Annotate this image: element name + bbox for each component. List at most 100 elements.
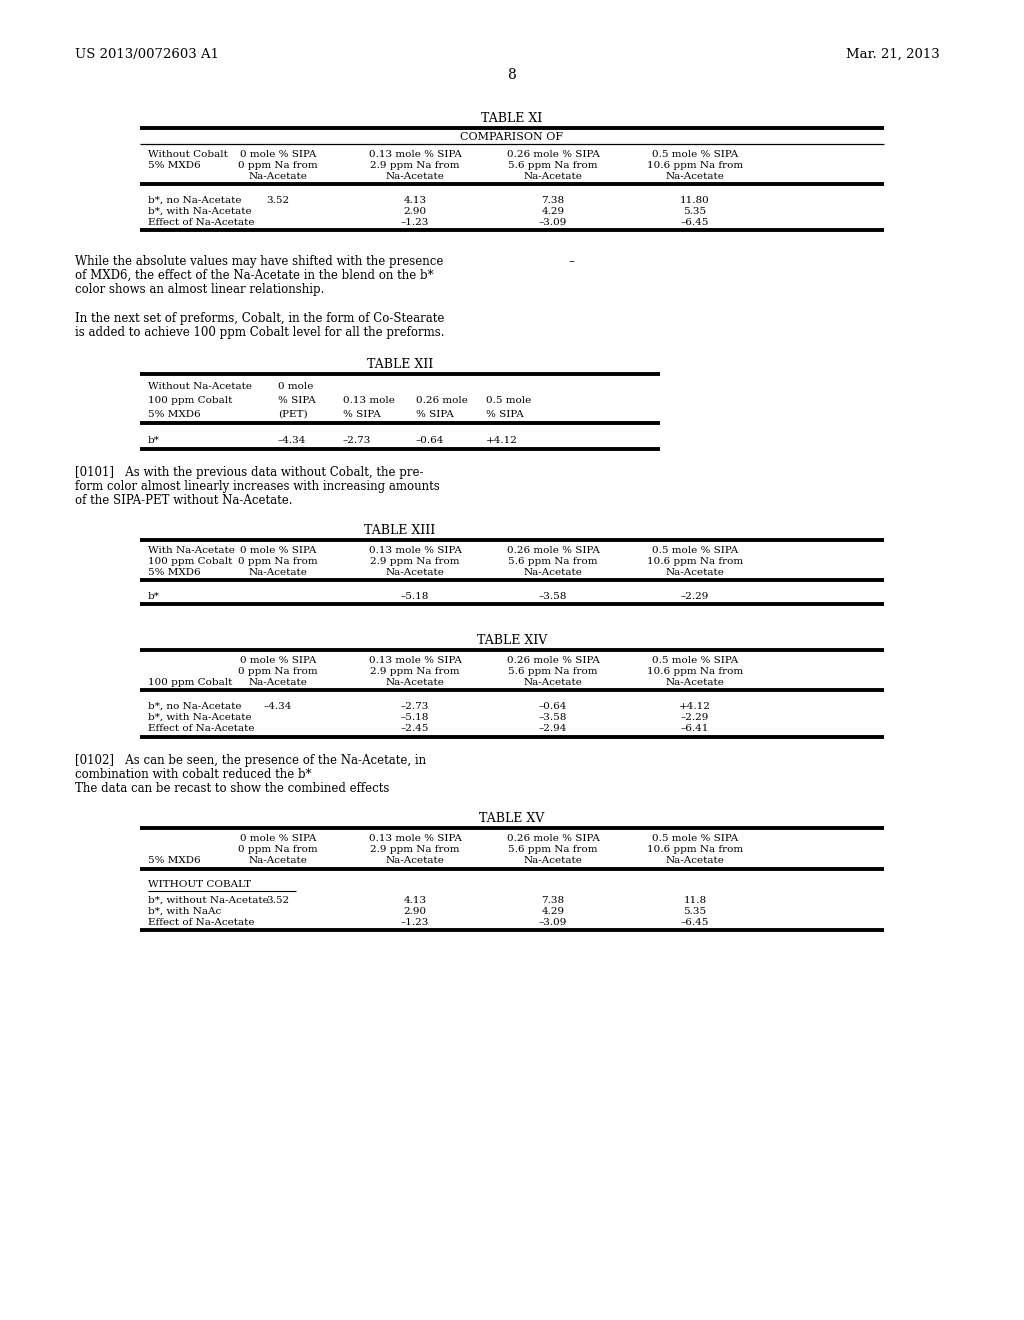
Text: 0 ppm Na from: 0 ppm Na from	[239, 667, 317, 676]
Text: While the absolute values may have shifted with the presence: While the absolute values may have shift…	[75, 255, 443, 268]
Text: Na-Acetate: Na-Acetate	[249, 568, 307, 577]
Text: Na-Acetate: Na-Acetate	[523, 678, 583, 686]
Text: b*, no Na-Acetate: b*, no Na-Acetate	[148, 195, 242, 205]
Text: –3.58: –3.58	[539, 713, 567, 722]
Text: 0.13 mole % SIPA: 0.13 mole % SIPA	[369, 150, 462, 158]
Text: 0.26 mole: 0.26 mole	[416, 396, 468, 405]
Text: color shows an almost linear relationship.: color shows an almost linear relationshi…	[75, 282, 325, 296]
Text: 5% MXD6: 5% MXD6	[148, 161, 201, 170]
Text: Na-Acetate: Na-Acetate	[666, 172, 724, 181]
Text: form color almost linearly increases with increasing amounts: form color almost linearly increases wit…	[75, 480, 439, 492]
Text: 10.6 ppm Na from: 10.6 ppm Na from	[647, 845, 743, 854]
Text: –2.73: –2.73	[343, 436, 372, 445]
Text: Na-Acetate: Na-Acetate	[249, 855, 307, 865]
Text: 11.80: 11.80	[680, 195, 710, 205]
Text: WITHOUT COBALT: WITHOUT COBALT	[148, 880, 251, 888]
Text: b*, with NaAc: b*, with NaAc	[148, 907, 221, 916]
Text: 2.90: 2.90	[403, 207, 427, 216]
Text: –0.64: –0.64	[416, 436, 444, 445]
Text: TABLE XIV: TABLE XIV	[477, 634, 547, 647]
Text: Na-Acetate: Na-Acetate	[249, 172, 307, 181]
Text: 7.38: 7.38	[542, 195, 564, 205]
Text: of the SIPA-PET without Na-Acetate.: of the SIPA-PET without Na-Acetate.	[75, 494, 293, 507]
Text: 0.26 mole % SIPA: 0.26 mole % SIPA	[507, 656, 599, 665]
Text: 0 mole % SIPA: 0 mole % SIPA	[240, 834, 316, 843]
Text: 5.35: 5.35	[683, 207, 707, 216]
Text: Mar. 21, 2013: Mar. 21, 2013	[846, 48, 940, 61]
Text: 5.6 ppm Na from: 5.6 ppm Na from	[508, 845, 598, 854]
Text: 0.5 mole: 0.5 mole	[486, 396, 531, 405]
Text: (PET): (PET)	[278, 411, 307, 418]
Text: b*, without Na-Acetate: b*, without Na-Acetate	[148, 896, 268, 906]
Text: 2.9 ppm Na from: 2.9 ppm Na from	[371, 557, 460, 566]
Text: Na-Acetate: Na-Acetate	[523, 855, 583, 865]
Text: 0 mole % SIPA: 0 mole % SIPA	[240, 656, 316, 665]
Text: –5.18: –5.18	[400, 591, 429, 601]
Text: 10.6 ppm Na from: 10.6 ppm Na from	[647, 667, 743, 676]
Text: 0.5 mole % SIPA: 0.5 mole % SIPA	[652, 546, 738, 554]
Text: –6.41: –6.41	[681, 723, 710, 733]
Text: Effect of Na-Acetate: Effect of Na-Acetate	[148, 723, 255, 733]
Text: 0.26 mole % SIPA: 0.26 mole % SIPA	[507, 150, 599, 158]
Text: [0102]   As can be seen, the presence of the Na-Acetate, in: [0102] As can be seen, the presence of t…	[75, 754, 426, 767]
Text: TABLE XII: TABLE XII	[367, 358, 433, 371]
Text: –2.94: –2.94	[539, 723, 567, 733]
Text: –3.09: –3.09	[539, 917, 567, 927]
Text: % SIPA: % SIPA	[278, 396, 315, 405]
Text: –1.23: –1.23	[400, 917, 429, 927]
Text: 100 ppm Cobalt: 100 ppm Cobalt	[148, 678, 232, 686]
Text: Na-Acetate: Na-Acetate	[523, 568, 583, 577]
Text: –2.29: –2.29	[681, 713, 710, 722]
Text: % SIPA: % SIPA	[416, 411, 454, 418]
Text: 2.9 ppm Na from: 2.9 ppm Na from	[371, 161, 460, 170]
Text: of MXD6, the effect of the Na-Acetate in the blend on the b*: of MXD6, the effect of the Na-Acetate in…	[75, 269, 433, 282]
Text: 5.6 ppm Na from: 5.6 ppm Na from	[508, 667, 598, 676]
Text: 0 mole % SIPA: 0 mole % SIPA	[240, 546, 316, 554]
Text: 2.90: 2.90	[403, 907, 427, 916]
Text: b*: b*	[148, 591, 160, 601]
Text: Without Na-Acetate: Without Na-Acetate	[148, 381, 252, 391]
Text: Effect of Na-Acetate: Effect of Na-Acetate	[148, 218, 255, 227]
Text: 5% MXD6: 5% MXD6	[148, 855, 201, 865]
Text: Effect of Na-Acetate: Effect of Na-Acetate	[148, 917, 255, 927]
Text: –5.18: –5.18	[400, 713, 429, 722]
Text: % SIPA: % SIPA	[343, 411, 381, 418]
Text: 4.29: 4.29	[542, 907, 564, 916]
Text: 100 ppm Cobalt: 100 ppm Cobalt	[148, 557, 232, 566]
Text: TABLE XI: TABLE XI	[481, 112, 543, 125]
Text: b*, no Na-Acetate: b*, no Na-Acetate	[148, 702, 242, 711]
Text: Na-Acetate: Na-Acetate	[386, 855, 444, 865]
Text: 11.8: 11.8	[683, 896, 707, 906]
Text: –: –	[568, 255, 573, 268]
Text: [0101]   As with the previous data without Cobalt, the pre-: [0101] As with the previous data without…	[75, 466, 424, 479]
Text: b*: b*	[148, 436, 160, 445]
Text: –4.34: –4.34	[264, 702, 292, 711]
Text: 0 mole % SIPA: 0 mole % SIPA	[240, 150, 316, 158]
Text: 0 ppm Na from: 0 ppm Na from	[239, 161, 317, 170]
Text: 0.26 mole % SIPA: 0.26 mole % SIPA	[507, 834, 599, 843]
Text: % SIPA: % SIPA	[486, 411, 523, 418]
Text: –2.73: –2.73	[400, 702, 429, 711]
Text: –3.58: –3.58	[539, 591, 567, 601]
Text: 5.35: 5.35	[683, 907, 707, 916]
Text: Na-Acetate: Na-Acetate	[386, 678, 444, 686]
Text: 0.5 mole % SIPA: 0.5 mole % SIPA	[652, 656, 738, 665]
Text: 0 ppm Na from: 0 ppm Na from	[239, 557, 317, 566]
Text: 0 mole: 0 mole	[278, 381, 313, 391]
Text: –3.09: –3.09	[539, 218, 567, 227]
Text: 4.29: 4.29	[542, 207, 564, 216]
Text: TABLE XV: TABLE XV	[479, 812, 545, 825]
Text: 5.6 ppm Na from: 5.6 ppm Na from	[508, 557, 598, 566]
Text: 3.52: 3.52	[266, 896, 290, 906]
Text: 8: 8	[508, 69, 516, 82]
Text: 0.13 mole % SIPA: 0.13 mole % SIPA	[369, 546, 462, 554]
Text: +4.12: +4.12	[679, 702, 711, 711]
Text: combination with cobalt reduced the b*: combination with cobalt reduced the b*	[75, 768, 311, 781]
Text: 2.9 ppm Na from: 2.9 ppm Na from	[371, 667, 460, 676]
Text: –2.45: –2.45	[400, 723, 429, 733]
Text: 5% MXD6: 5% MXD6	[148, 411, 201, 418]
Text: –0.64: –0.64	[539, 702, 567, 711]
Text: Na-Acetate: Na-Acetate	[666, 855, 724, 865]
Text: 0.5 mole % SIPA: 0.5 mole % SIPA	[652, 150, 738, 158]
Text: –2.29: –2.29	[681, 591, 710, 601]
